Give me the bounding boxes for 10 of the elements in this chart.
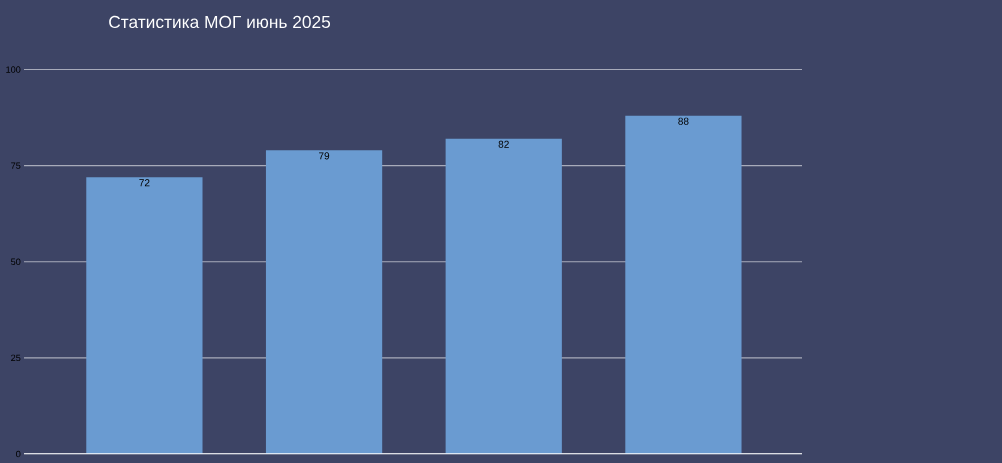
y-tick-label: 25 xyxy=(11,354,21,362)
y-tick-label: 75 xyxy=(11,162,21,169)
y-tick-label: 50 xyxy=(11,258,21,265)
chart-title: Статистика МОГ июнь 2025 xyxy=(109,15,331,29)
data-label: 88 xyxy=(678,117,689,125)
data-label: 72 xyxy=(139,179,150,187)
data-label: 82 xyxy=(498,140,509,148)
y-tick-label: 100 xyxy=(6,66,21,73)
data-label: 79 xyxy=(319,152,330,160)
y-tick-label: 0 xyxy=(16,450,21,458)
